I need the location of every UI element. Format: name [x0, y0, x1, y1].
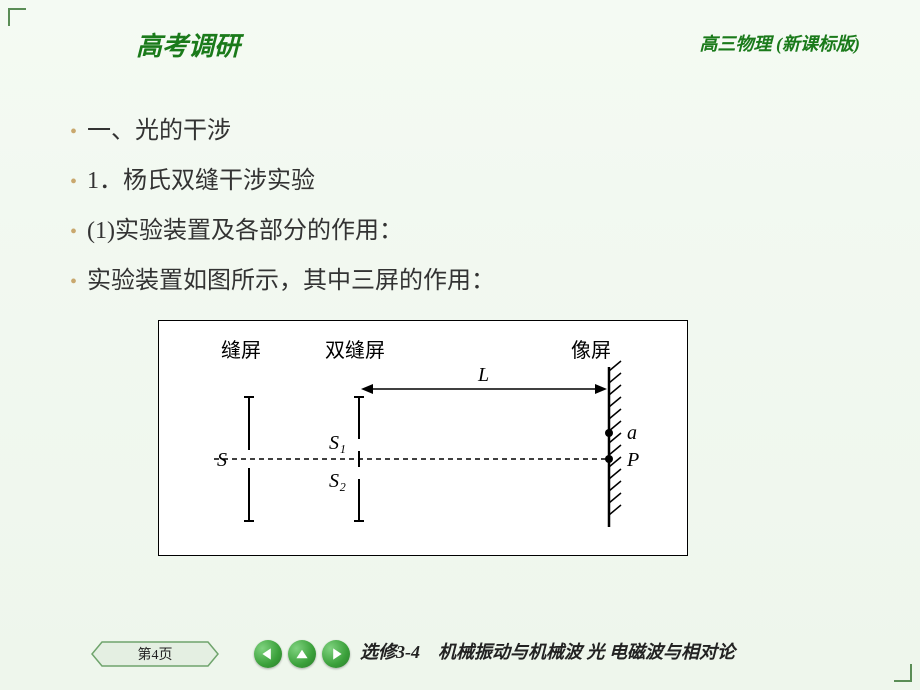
svg-text:S₁: S₁: [329, 432, 346, 454]
bullet-marker: •: [70, 218, 77, 246]
triangle-up-icon: [295, 647, 309, 661]
header-subtitle: 高三物理 (新课标版): [700, 30, 861, 56]
triangle-right-icon: [329, 647, 343, 661]
bullet-marker: •: [70, 268, 77, 296]
diagram-double-slit: 缝屏 双缝屏 像屏 S S₁ S₂ LaP: [158, 320, 688, 556]
bullet-text: 一、光的干涉: [87, 110, 231, 145]
slide: 高考调研 高三物理 (新课标版) • 一、光的干涉 • 1．杨氏双缝干涉实验 •…: [0, 0, 920, 690]
nav-up-button[interactable]: [288, 640, 316, 668]
bullet-marker: •: [70, 168, 77, 196]
triangle-left-icon: [261, 647, 275, 661]
svg-text:S₂: S₂: [329, 470, 346, 492]
svg-text:像屏: 像屏: [571, 339, 611, 362]
bullet-text: (1)实验装置及各部分的作用：: [87, 210, 403, 245]
svg-text:P: P: [626, 449, 639, 471]
bullet-text: 实验装置如图所示，其中三屏的作用：: [87, 260, 495, 295]
svg-text:缝屏: 缝屏: [221, 339, 261, 362]
bullet-marker: •: [70, 118, 77, 146]
nav-buttons: [254, 640, 350, 668]
bullet-line: • (1)实验装置及各部分的作用：: [70, 210, 850, 246]
svg-text:S: S: [217, 449, 227, 471]
page-badge: 第4页: [90, 640, 220, 668]
svg-text:双缝屏: 双缝屏: [325, 339, 385, 362]
svg-text:a: a: [627, 422, 637, 444]
bullet-line: • 一、光的干涉: [70, 110, 850, 146]
bullet-text: 1．杨氏双缝干涉实验: [87, 160, 315, 195]
diagram-svg: 缝屏 双缝屏 像屏 S S₁ S₂ LaP: [159, 321, 689, 557]
page-number: 第4页: [138, 644, 173, 664]
nav-prev-button[interactable]: [254, 640, 282, 668]
corner-decoration-tl: [8, 8, 26, 26]
content-area: • 一、光的干涉 • 1．杨氏双缝干涉实验 • (1)实验装置及各部分的作用： …: [70, 110, 850, 310]
footer: 第4页 选修3-4 机械振动与机械波 光 电磁波与相对论: [0, 634, 920, 674]
bullet-line: • 1．杨氏双缝干涉实验: [70, 160, 850, 196]
nav-next-button[interactable]: [322, 640, 350, 668]
header-title: 高考调研: [136, 26, 240, 63]
bullet-line: • 实验装置如图所示，其中三屏的作用：: [70, 260, 850, 296]
svg-text:L: L: [477, 364, 489, 386]
footer-chapter: 选修3-4 机械振动与机械波 光 电磁波与相对论: [360, 638, 735, 664]
